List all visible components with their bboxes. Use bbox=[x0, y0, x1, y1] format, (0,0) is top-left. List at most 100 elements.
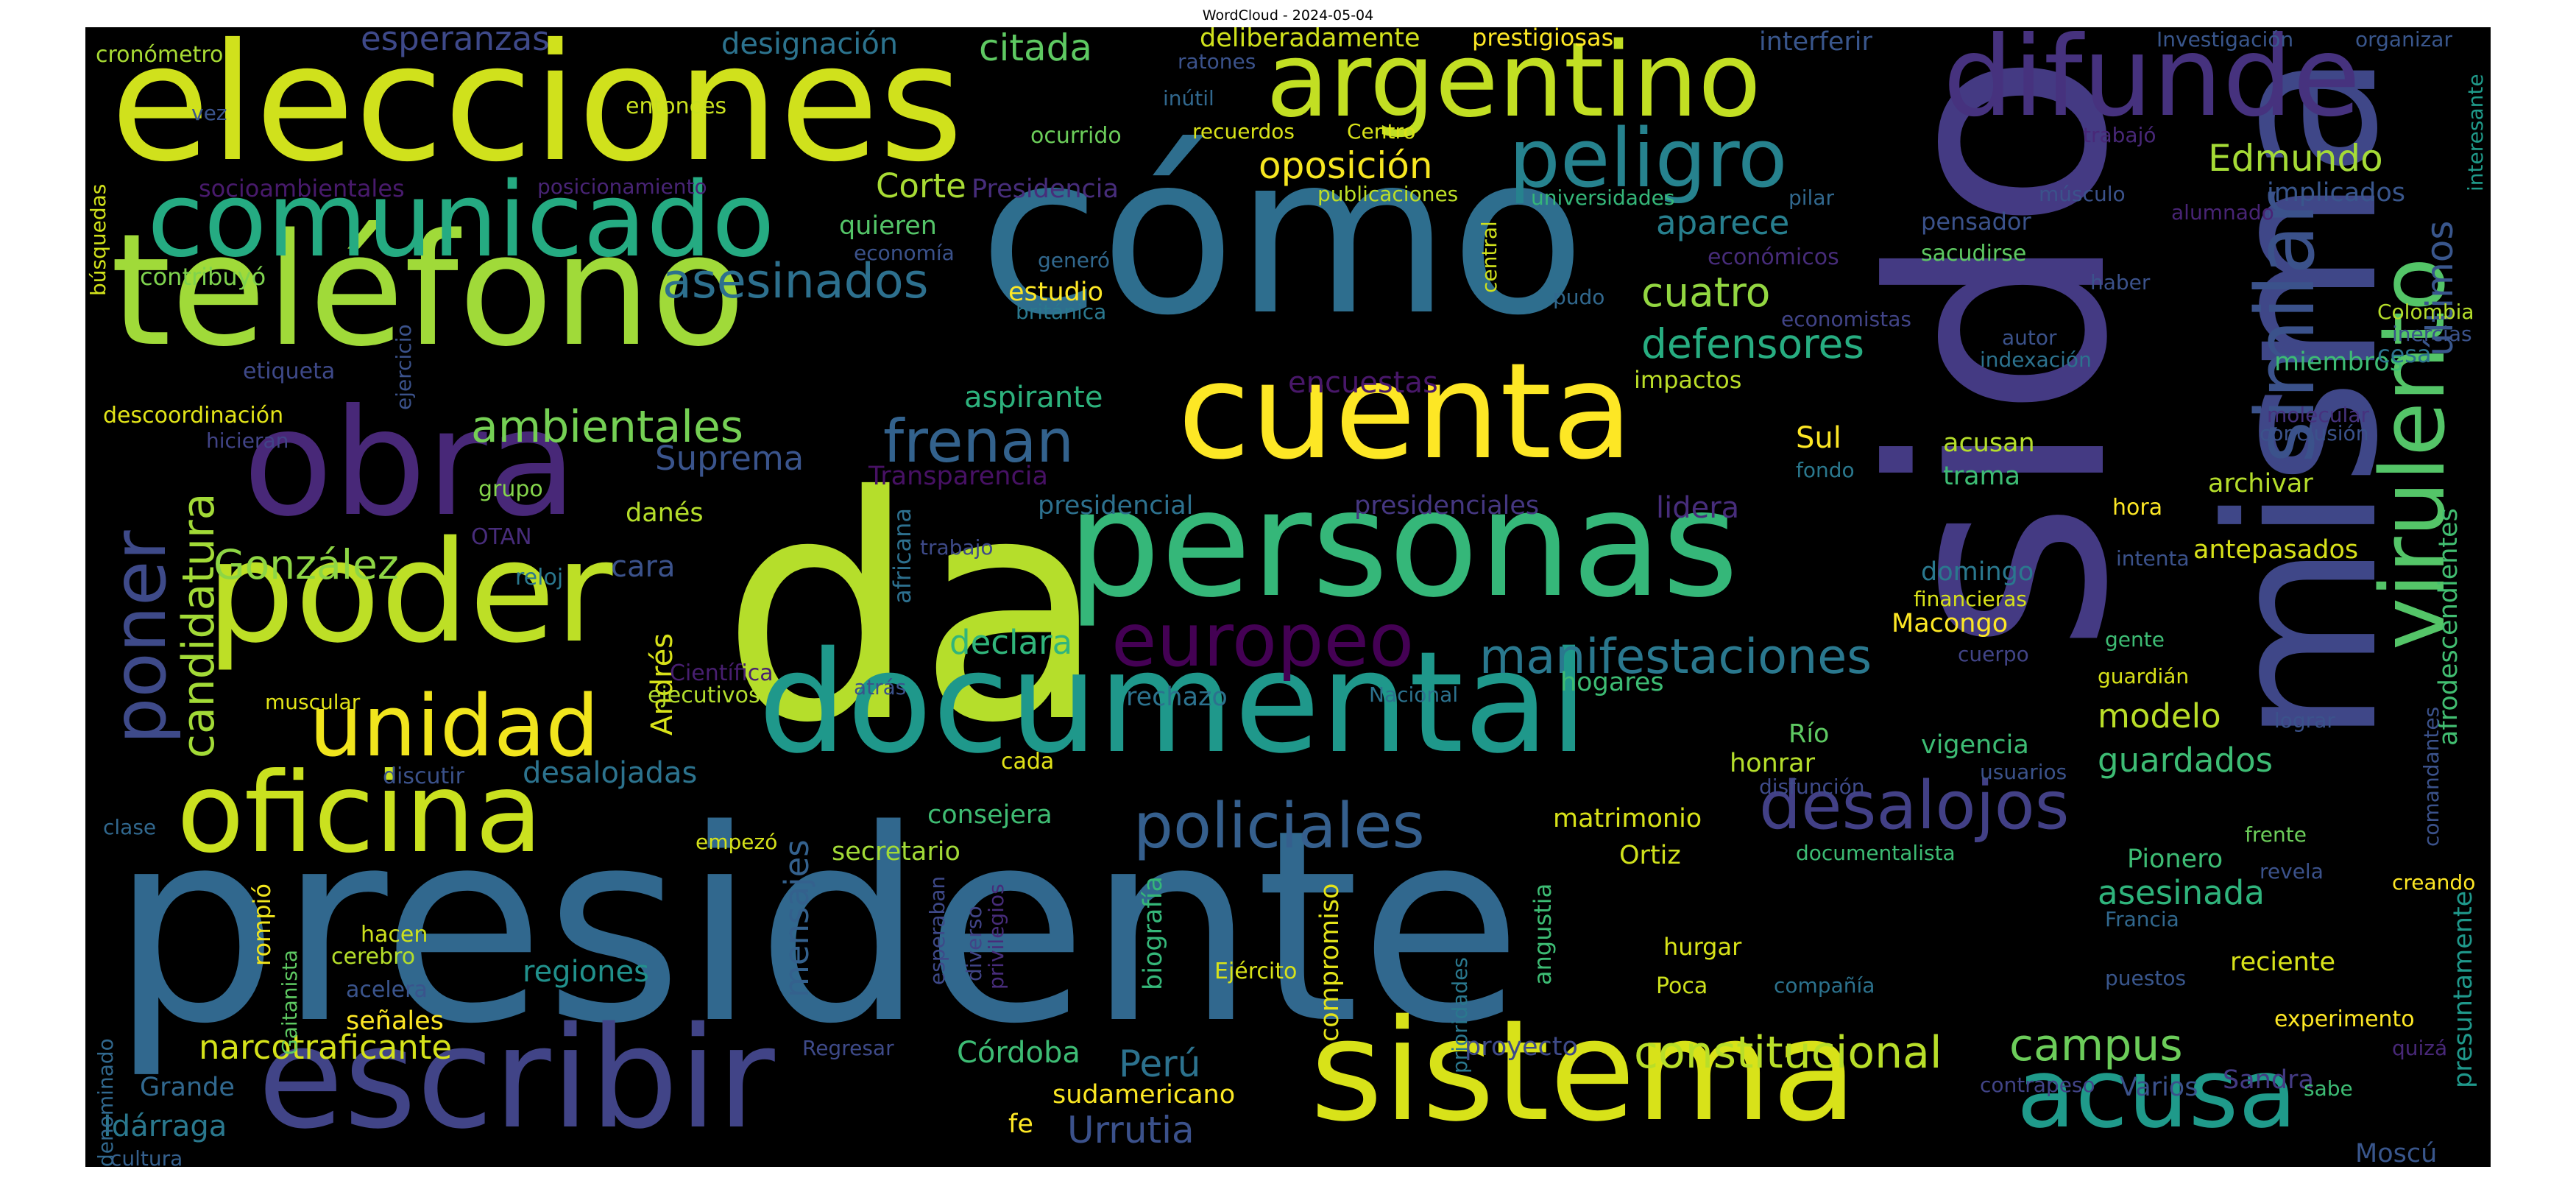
word-151: Colombia bbox=[2377, 300, 2474, 324]
word-187: reciente bbox=[2230, 948, 2336, 977]
word-82: ejercicio bbox=[392, 324, 416, 410]
word-191: sabe bbox=[2304, 1076, 2353, 1101]
word-118: ocurrido bbox=[1030, 123, 1122, 149]
word-166: Macongo bbox=[1892, 609, 2009, 638]
word-165: financieras bbox=[1914, 587, 2027, 611]
word-53: citada bbox=[979, 27, 1093, 69]
word-137: económicos bbox=[1708, 244, 1839, 270]
word-89: cara bbox=[611, 550, 676, 584]
word-153: cesa bbox=[2377, 340, 2432, 368]
word-70: Grande bbox=[140, 1073, 235, 1102]
word-167: gente bbox=[2105, 627, 2165, 652]
word-129: economía bbox=[854, 241, 955, 265]
word-3: cómo bbox=[979, 107, 1586, 364]
word-152: inercias bbox=[2392, 322, 2472, 346]
word-195: compañía bbox=[1774, 973, 1875, 998]
word-117: ratones bbox=[1178, 49, 1256, 74]
word-175: honrar bbox=[1730, 749, 1816, 778]
word-170: lograr bbox=[2274, 708, 2335, 733]
word-83: descoordinación bbox=[103, 403, 284, 428]
word-97: empezó bbox=[696, 830, 778, 854]
word-88: reloj bbox=[515, 565, 564, 590]
word-47: modelo bbox=[2098, 696, 2221, 736]
word-168: cuerpo bbox=[1958, 642, 2029, 666]
word-147: autor bbox=[2002, 325, 2057, 350]
word-62: consejera bbox=[927, 800, 1052, 830]
word-49: asesinada bbox=[2098, 873, 2265, 912]
word-184: creando bbox=[2392, 870, 2476, 895]
word-109: diverso bbox=[962, 906, 986, 981]
word-9: sistema bbox=[1310, 990, 1858, 1152]
word-79: contribuyó bbox=[140, 263, 266, 291]
word-135: universidades bbox=[1531, 186, 1675, 210]
word-112: atrás bbox=[854, 675, 907, 699]
word-172: hogares bbox=[1560, 668, 1664, 697]
word-140: sacudirse bbox=[1921, 241, 2027, 267]
word-78: posicionamiento bbox=[537, 174, 707, 199]
word-1: da bbox=[721, 431, 1107, 791]
word-122: prestigiosas bbox=[1472, 27, 1614, 52]
word-67: biografía bbox=[1139, 876, 1168, 990]
word-159: fondo bbox=[1796, 458, 1855, 482]
word-124: Investigación bbox=[2156, 27, 2294, 52]
word-111: cada bbox=[1001, 749, 1055, 775]
word-185: comandantes bbox=[2419, 706, 2444, 847]
word-181: Pionero bbox=[2127, 844, 2223, 874]
word-192: contrapeso bbox=[1980, 1073, 2095, 1097]
word-127: Presidencia bbox=[972, 174, 1119, 204]
word-116: inútil bbox=[1163, 86, 1214, 110]
word-59: encuestas bbox=[1288, 366, 1438, 400]
word-45: sudamericano bbox=[1052, 1080, 1236, 1110]
word-182: frente bbox=[2245, 822, 2307, 847]
word-69: Varios bbox=[2120, 1073, 2198, 1102]
word-75: vez bbox=[191, 101, 227, 125]
word-96: clase bbox=[103, 815, 157, 839]
word-160: hora bbox=[2112, 495, 2163, 521]
word-94: discutir bbox=[383, 763, 464, 789]
word-7: personas bbox=[1067, 459, 1739, 630]
word-46: declara bbox=[949, 623, 1073, 662]
word-138: economistas bbox=[1781, 307, 1911, 331]
word-65: Córdoba bbox=[957, 1036, 1080, 1070]
word-35: defensores bbox=[1641, 320, 1865, 367]
word-146: haber bbox=[2090, 270, 2151, 294]
word-12: obra bbox=[243, 378, 578, 549]
word-81: etiqueta bbox=[243, 359, 336, 384]
word-68: Sandra bbox=[2223, 1065, 2314, 1095]
word-113: rechazo bbox=[1126, 683, 1228, 712]
word-24: europeo bbox=[1111, 597, 1415, 683]
word-57: presidencial bbox=[1038, 491, 1194, 521]
word-56: Transparencia bbox=[868, 462, 1048, 491]
word-38: Edmundo bbox=[2208, 137, 2383, 180]
word-44: Urrutia bbox=[1067, 1109, 1195, 1151]
word-134: pudo bbox=[1553, 285, 1605, 309]
word-25: desalojos bbox=[1759, 767, 2070, 844]
word-126: publicaciones bbox=[1317, 182, 1459, 206]
word-196: Ejército bbox=[1214, 959, 1298, 984]
word-149: impactos bbox=[1634, 366, 1742, 394]
word-169: guardián bbox=[2098, 664, 2190, 688]
word-91: Científica bbox=[670, 660, 774, 686]
word-16: difunde bbox=[1943, 27, 2361, 141]
word-32: ambientales bbox=[471, 401, 744, 453]
word-156: Sul bbox=[1796, 421, 1841, 455]
word-163: intenta bbox=[2116, 546, 2190, 571]
word-13: cuenta bbox=[1178, 335, 1633, 489]
word-23: poner bbox=[96, 530, 183, 744]
word-105: cultura bbox=[110, 1146, 183, 1168]
word-161: archivar bbox=[2208, 469, 2313, 498]
word-119: recuerdos bbox=[1192, 119, 1295, 144]
word-123: interferir bbox=[1759, 27, 1872, 57]
word-50: Corte bbox=[876, 166, 966, 205]
word-11: poder bbox=[206, 511, 613, 674]
word-31: campus bbox=[2009, 1020, 2183, 1071]
word-120: Centro bbox=[1347, 119, 1416, 144]
word-63: secretario bbox=[832, 837, 960, 867]
word-72: Moscú bbox=[2355, 1139, 2438, 1167]
word-107: fe bbox=[1008, 1110, 1033, 1139]
word-87: danés bbox=[626, 498, 704, 528]
word-143: alumnado bbox=[2171, 200, 2274, 225]
word-20: peligro bbox=[1509, 111, 1788, 205]
word-19: unidad bbox=[309, 677, 600, 776]
word-154: molecular bbox=[2267, 403, 2370, 427]
